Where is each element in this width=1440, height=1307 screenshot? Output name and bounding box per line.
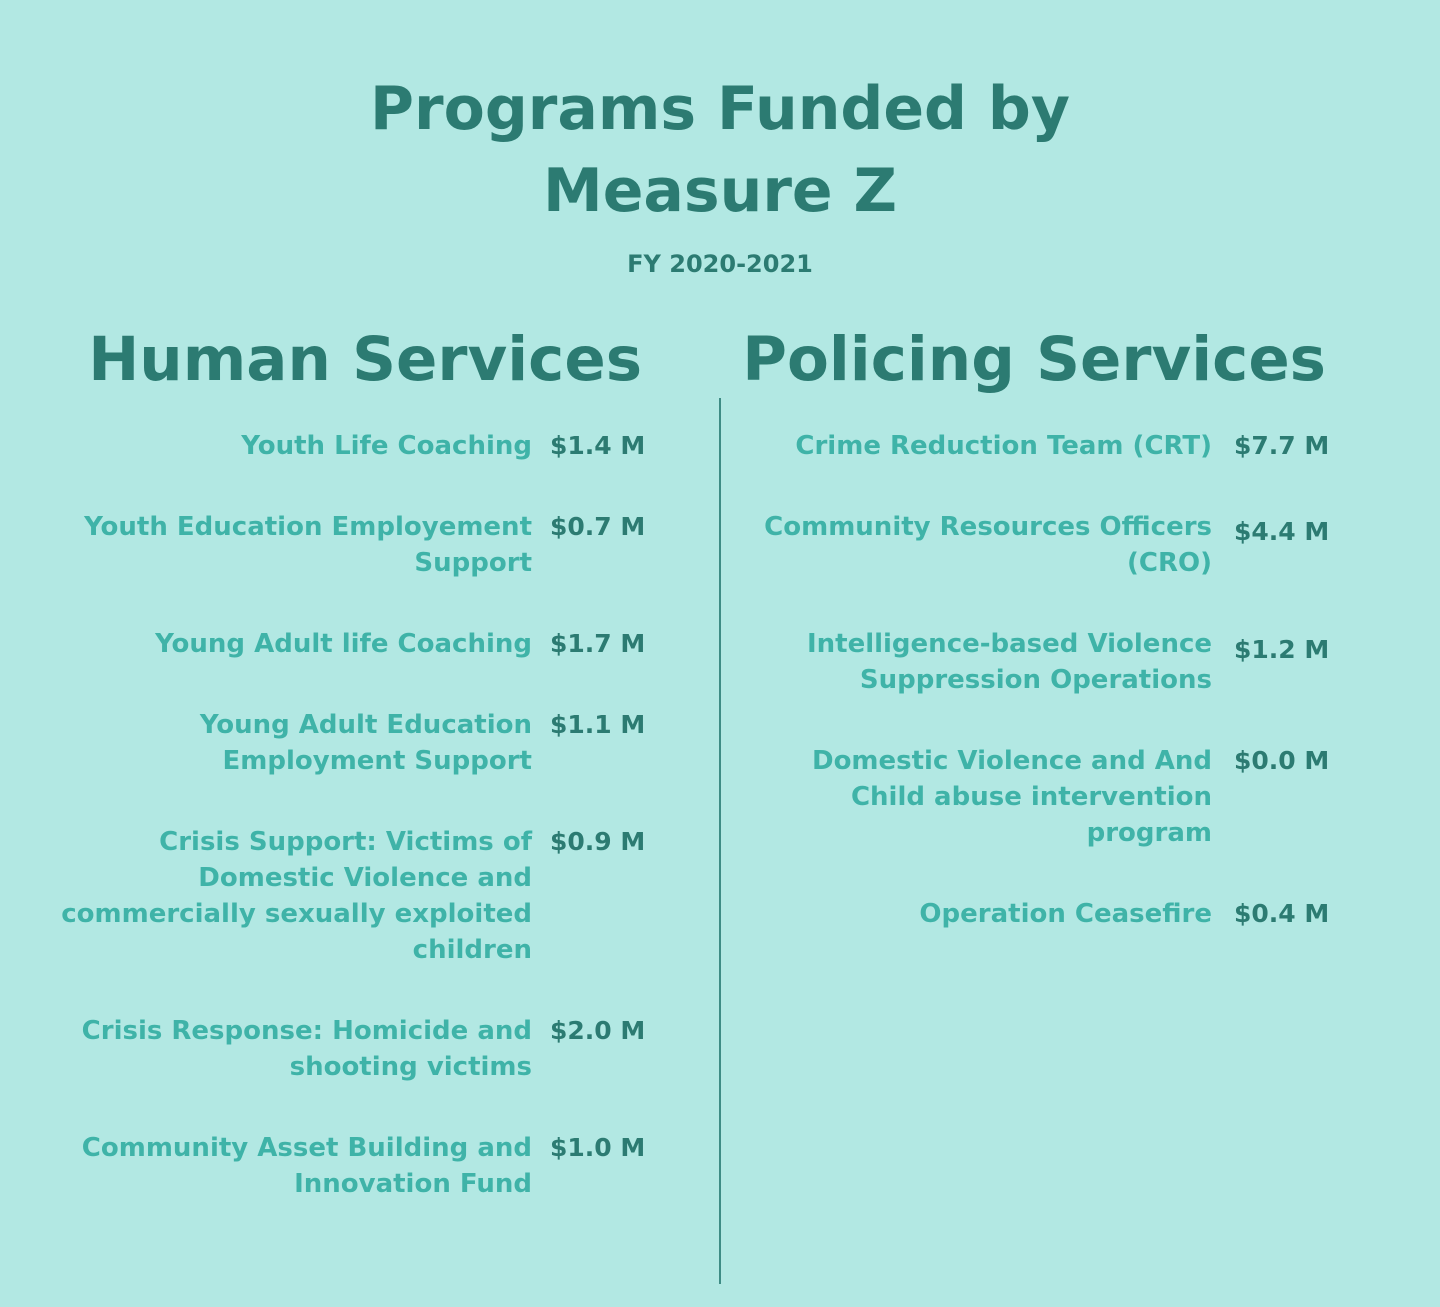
policing-services-heading: Policing Services [742,324,1326,395]
program-label: Domestic Violence and And Child abuse in… [811,746,1212,848]
program-label: Youth Life Coaching [241,431,532,461]
program-label: Community Resources Officers (CRO) [764,512,1212,578]
human-services-item: Crisis Response: Homicide and shooting v… [60,1013,670,1085]
program-amount: $7.7 M [1234,431,1330,460]
policing-services-item: Intelligence-based Violence Suppression … [740,626,1354,698]
human-services-heading: Human Services [88,324,642,395]
program-label: Operation Ceasefire [919,899,1212,929]
program-amount: $1.7 M [550,629,646,658]
human-services-item: Young Adult life Coaching $1.7 M [60,626,670,662]
program-amount: $1.1 M [550,710,646,739]
program-label: Crisis Support: Victims of Domestic Viol… [61,827,532,965]
program-amount: $0.0 M [1234,746,1330,775]
program-amount: $1.4 M [550,431,646,460]
human-services-item: Community Asset Building and Innovation … [60,1130,670,1202]
program-label: Intelligence-based Violence Suppression … [806,629,1212,695]
column-divider [719,398,721,1284]
page-title-line-2: Measure Z [543,156,897,226]
program-label: Community Asset Building and Innovation … [81,1133,532,1199]
program-amount: $2.0 M [550,1016,646,1045]
human-services-item: Youth Education Employement Support $0.7… [60,509,670,581]
policing-services-item: Community Resources Officers (CRO) $4.4 … [740,509,1354,581]
program-label: Crime Reduction Team (CRT) [795,431,1212,461]
program-label: Youth Education Employement Support [84,512,532,578]
policing-services-item: Domestic Violence and And Child abuse in… [740,743,1354,851]
page-title-line-1: Programs Funded by [370,74,1070,144]
policing-services-item: Crime Reduction Team (CRT) $7.7 M [740,428,1354,464]
policing-services-item: Operation Ceasefire $0.4 M [740,896,1354,932]
program-amount: $0.7 M [550,512,646,541]
program-amount: $0.9 M [550,827,646,856]
fiscal-year-subtitle: FY 2020-2021 [627,250,813,278]
human-services-item: Young Adult Education Employment Support… [60,707,670,779]
human-services-item: Youth Life Coaching $1.4 M [60,428,670,464]
program-amount: $0.4 M [1234,899,1330,928]
program-amount: $1.0 M [550,1133,646,1162]
human-services-item: Crisis Support: Victims of Domestic Viol… [60,824,670,968]
page-title: Programs Funded by Measure Z [0,68,1440,232]
program-amount: $1.2 M [1234,635,1330,664]
program-label: Young Adult Education Employment Support [199,710,532,776]
program-label: Crisis Response: Homicide and shooting v… [81,1016,532,1082]
program-amount: $4.4 M [1234,517,1330,546]
program-label: Young Adult life Coaching [155,629,532,659]
